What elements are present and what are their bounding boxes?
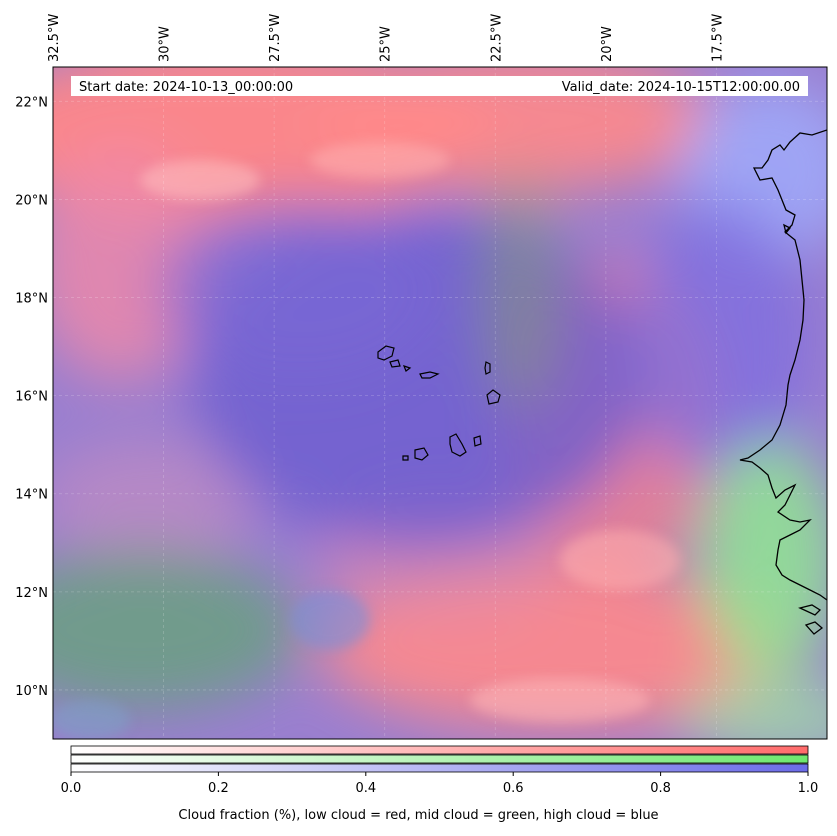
colorbar-high-strip	[70, 763, 809, 773]
island-sal	[484, 361, 491, 375]
longitude-ticks: 32.5°W 30°W 27.5°W 25°W 22.5°W 20°W 17.5°W	[47, 14, 725, 62]
lat-tick-label: 12°N	[15, 586, 48, 601]
colorbar-low-strip	[70, 745, 809, 755]
lon-tick-label: 27.5°W	[268, 14, 283, 62]
colorbar: 0.0 0.2 0.4 0.6 0.8 1.0	[61, 745, 819, 796]
island-sao-nicolau	[419, 371, 440, 379]
lon-tick-label: 25°W	[379, 26, 394, 62]
coastline	[739, 129, 827, 635]
map-frame	[52, 66, 828, 740]
island-santo-antao	[377, 345, 395, 361]
colorbar-mid-strip	[70, 754, 809, 764]
colorbar-tick-label: 0.6	[503, 781, 524, 796]
lon-tick-label: 17.5°W	[710, 14, 725, 62]
cape-verde-islands	[377, 345, 501, 461]
lon-tick-label: 32.5°W	[47, 14, 62, 62]
lon-tick-label: 20°W	[600, 26, 615, 62]
latitude-ticks: 22°N 20°N 18°N 16°N 14°N 12°N 10°N	[15, 95, 48, 699]
island-brava	[402, 455, 409, 461]
colorbar-ticks: 0.0 0.2 0.4 0.6 0.8 1.0	[61, 772, 819, 796]
lat-tick-label: 20°N	[15, 193, 48, 208]
island-santa-luzia	[402, 365, 412, 372]
cloud-field	[53, 67, 827, 739]
island-sao-vicente	[389, 359, 401, 368]
africa-coastline	[739, 129, 827, 601]
colorbar-tick-label: 0.2	[208, 781, 229, 796]
info-box	[71, 76, 808, 96]
colorbar-tick-label: 0.4	[355, 781, 376, 796]
lat-tick-label: 10°N	[15, 684, 48, 699]
lat-tick-label: 18°N	[15, 292, 48, 307]
island-maio	[473, 435, 482, 447]
colorbar-tick-label: 0.0	[61, 781, 82, 796]
island-fogo	[414, 447, 429, 461]
island-santiago	[449, 433, 467, 457]
lat-tick-label: 22°N	[15, 95, 48, 110]
colorbar-label: Cloud fraction (%), low cloud = red, mid…	[178, 808, 659, 823]
start-date-label: Start date: 2024-10-13_00:00:00	[79, 80, 293, 95]
colorbar-tick-label: 1.0	[798, 781, 819, 796]
lat-tick-label: 16°N	[15, 390, 48, 405]
lat-tick-label: 14°N	[15, 488, 48, 503]
lon-tick-label: 30°W	[158, 26, 173, 62]
valid-date-label: Valid_date: 2024-10-15T12:00:00.00	[562, 80, 800, 95]
lon-tick-label: 22.5°W	[489, 14, 504, 62]
island-boa-vista	[486, 389, 501, 405]
colorbar-tick-label: 0.8	[650, 781, 671, 796]
